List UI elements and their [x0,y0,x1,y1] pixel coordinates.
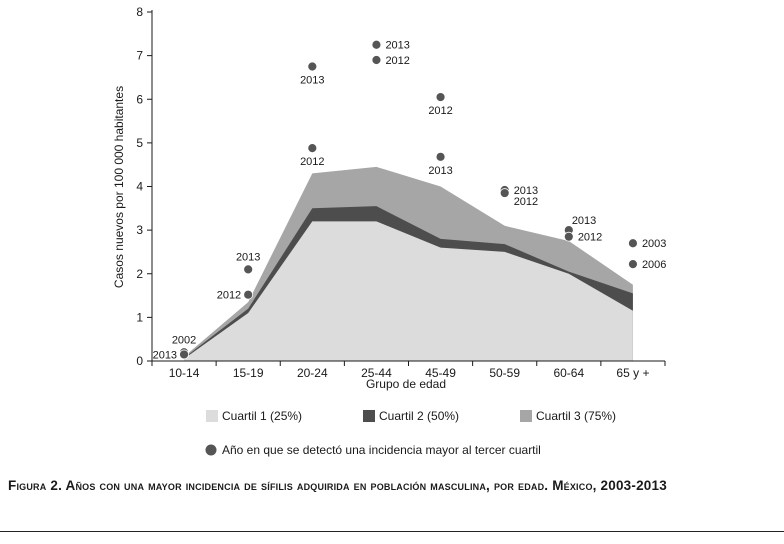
legend: Cuartil 1 (25%) Cuartil 2 (50%) Cuartil … [205,409,616,457]
outlier-point-label: 2013 [300,75,324,87]
tick-labels: 0 1 2 3 4 5 6 7 8 10-14 15-19 20-24 25-44 45-49 50-59 6… [136,5,649,380]
y-tick-label: 7 [136,49,143,63]
outlier-point-label: 2012 [217,290,241,302]
x-tick-label: 45-49 [425,366,456,380]
y-tick-label: 6 [136,92,143,106]
x-tick-label: 60-64 [553,366,584,380]
outlier-point [628,259,638,270]
axes [147,10,666,366]
y-axis-title: Casos nuevos por 100 000 habitantes [112,86,126,288]
x-tick-label: 65 y + [616,366,649,380]
outlier-point-label: 2013 [236,251,260,263]
legend-label-cuartil-2: Cuartil 2 (50%) [379,409,459,423]
area-cuartil-1 [184,221,633,361]
y-tick-label: 1 [136,310,143,324]
outlier-point-label: 2013 [514,185,538,197]
x-axis-title: Grupo de edad [366,377,446,391]
outlier-point [243,289,254,300]
outlier-point [307,143,318,154]
outlier-point [243,264,254,275]
outlier-point-label: 2012 [578,232,602,244]
outlier-point-label: 2012 [428,105,452,117]
outlier-point [563,231,574,242]
outlier-point-label: 2013 [572,215,596,227]
y-tick-label: 8 [136,5,143,19]
outlier-point-label: 2013 [153,349,177,361]
legend-label-cuartil-3: Cuartil 3 (75%) [536,409,616,423]
outlier-point [179,349,189,360]
legend-swatch-cuartil-1 [206,410,218,422]
outlier-point-label: 2006 [642,259,666,271]
outlier-point-labels: 2002201320132012201320122013201220122013… [153,40,667,362]
outlier-point-label: 2003 [642,238,666,250]
y-tick-label: 0 [136,354,143,368]
outlier-point-label: 2013 [428,165,452,177]
y-tick-label: 3 [136,223,143,237]
x-tick-label: 25-44 [361,366,392,380]
y-tick-label: 2 [136,267,143,281]
legend-point-marker [205,444,217,456]
outlier-point [628,238,638,249]
outlier-point [435,151,446,162]
outlier-point [435,92,446,102]
outlier-points [179,39,638,360]
x-tick-label: 20-24 [297,366,328,380]
x-tick-label: 15-19 [233,366,264,380]
outlier-point [499,188,510,198]
chart: 0 1 2 3 4 5 6 7 8 10-14 15-19 20-24 25-44 45-49 50-59 6… [112,5,667,457]
area-layers [184,166,633,361]
outlier-point [307,61,318,72]
bottom-rule [0,531,784,532]
outlier-point [371,55,382,65]
outlier-point-label: 2013 [385,40,409,52]
outlier-point-label: 2012 [514,196,538,208]
outlier-point-label: 2002 [172,334,196,346]
legend-label-cuartil-1: Cuartil 1 (25%) [222,409,302,423]
outlier-point-label: 2012 [300,156,324,168]
outlier-point-label: 2012 [385,55,409,67]
y-tick-label: 5 [136,136,143,150]
y-tick-label: 4 [136,180,143,194]
outlier-point [371,39,382,50]
x-tick-label: 50-59 [489,366,520,380]
figure-caption: Figura 2. Años con una mayor incidencia … [8,478,667,493]
legend-swatch-cuartil-3 [520,410,532,422]
legend-swatch-cuartil-2 [363,410,375,422]
legend-label-points: Año en que se detectó una incidencia may… [222,443,541,457]
x-tick-label: 10-14 [169,366,200,380]
